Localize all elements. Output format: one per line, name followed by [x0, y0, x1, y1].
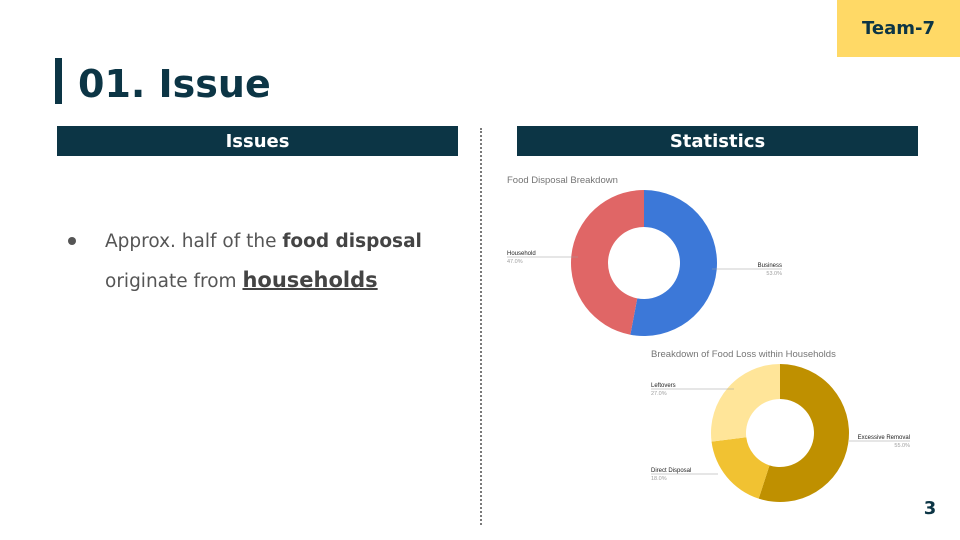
page-number: 3 [923, 498, 937, 519]
chart2-slice-leftovers [711, 364, 780, 442]
issues-header-label: Issues [225, 130, 290, 152]
issue-bullet-text: Approx. half of the food disposal origin… [105, 223, 465, 301]
chart2-value-direct-disposal: 18.0% [651, 476, 667, 482]
issue-text-pre: Approx. half of the [105, 231, 283, 252]
chart1-value-household: 47.0% [507, 259, 523, 265]
chart2-label-direct-disposal: Direct Disposal [651, 468, 691, 474]
issues-header: Issues [57, 126, 458, 156]
chart2-value-excessive-removal: 55.0% [894, 443, 910, 449]
dotted-divider [480, 128, 482, 525]
team-badge-label: Team-7 [862, 18, 935, 39]
chart2-donut: Excessive Removal 55.0% Direct Disposal 18.… [651, 364, 910, 502]
chart2-slice-direct-disposal [711, 437, 770, 499]
statistics-header: Statistics [517, 126, 918, 156]
chart1-label-business: Business [758, 263, 782, 269]
chart1-value-business: 53.0% [766, 271, 782, 277]
title-accent-bar [55, 58, 62, 104]
issue-text-emphasis: households [242, 268, 378, 292]
statistics-header-label: Statistics [669, 130, 766, 152]
page-title: 01. Issue [78, 62, 271, 106]
chart1-slice-business [630, 190, 718, 336]
chart1-label-household: Household [507, 251, 536, 257]
chart1-donut: Business 53.0% Household 47.0% [507, 190, 782, 336]
chart2-value-leftovers: 27.0% [651, 391, 667, 397]
chart1-title: Food Disposal Breakdown [507, 175, 618, 186]
chart2-title: Breakdown of Food Loss within Households [651, 349, 836, 360]
chart2-slice-excessive-removal [758, 364, 849, 502]
issue-text-mid: originate from [105, 271, 243, 292]
chart1-slice-household [571, 190, 644, 335]
chart2-label-leftovers: Leftovers [651, 383, 676, 389]
bullet-dot [68, 237, 76, 245]
issue-text-bold: food disposal [282, 231, 422, 252]
chart2-label-excessive-removal: Excessive Removal [858, 435, 910, 441]
team-badge: Team-7 [837, 0, 960, 57]
